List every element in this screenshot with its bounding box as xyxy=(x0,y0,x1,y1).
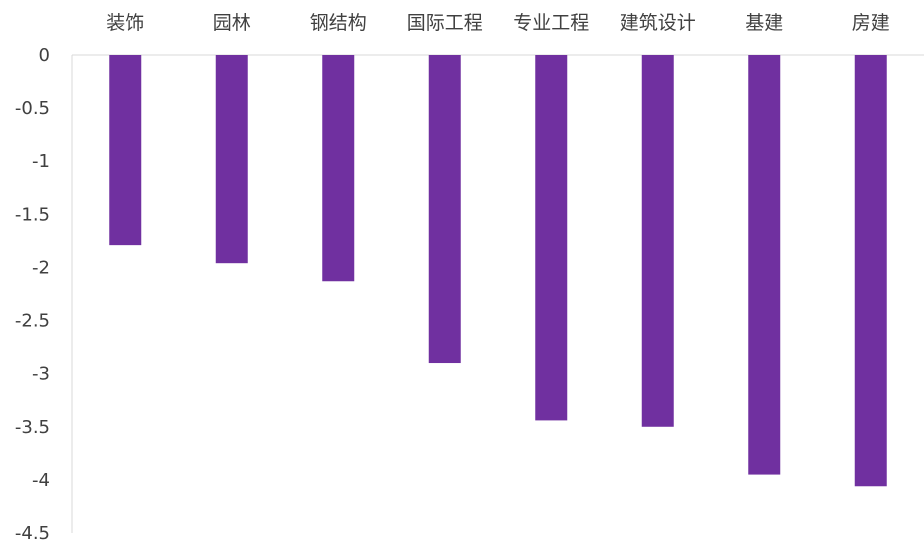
x-category-label: 国际工程 xyxy=(407,12,483,34)
y-tick-label: -3.5 xyxy=(15,417,50,438)
bar xyxy=(322,55,355,282)
y-tick-label: -3 xyxy=(32,364,50,385)
bar xyxy=(109,55,142,246)
y-tick-label: -1.5 xyxy=(15,204,50,225)
x-category-label: 专业工程 xyxy=(513,12,589,34)
y-axis-tick-labels: 0 -0.5 -1 -1.5 -2 -2.5 -3 -3.5 -4 -4.5 xyxy=(15,45,50,544)
bar xyxy=(854,55,887,487)
x-category-label: 园林 xyxy=(213,12,251,34)
x-category-label: 建筑设计 xyxy=(620,12,696,34)
bar xyxy=(428,55,461,364)
y-tick-label: -2 xyxy=(32,257,50,278)
bar xyxy=(535,55,568,421)
y-tick-label: -2.5 xyxy=(15,311,50,332)
x-category-label: 装饰 xyxy=(106,12,144,34)
y-tick-label: -1 xyxy=(32,151,50,172)
bar xyxy=(641,55,674,427)
bar-series xyxy=(109,55,887,487)
x-category-label: 房建 xyxy=(852,12,890,34)
y-tick-label: -4.5 xyxy=(15,523,50,544)
x-category-label: 钢结构 xyxy=(310,12,367,34)
y-tick-label: -4 xyxy=(32,470,50,491)
x-axis-category-labels: 装饰 园林 钢结构 国际工程 专业工程 建筑设计 基建 房建 xyxy=(106,12,890,34)
bar xyxy=(748,55,781,475)
y-tick-label: -0.5 xyxy=(15,98,50,119)
y-tick-label: 0 xyxy=(39,45,50,66)
x-category-label: 基建 xyxy=(745,12,783,34)
bar xyxy=(215,55,248,264)
